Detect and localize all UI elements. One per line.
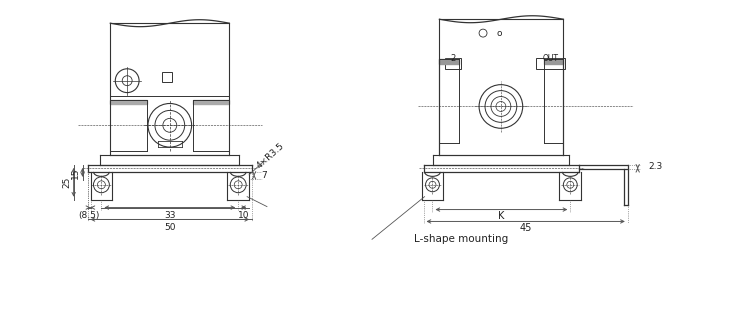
- Text: 25: 25: [62, 176, 71, 188]
- Bar: [536, 58, 566, 69]
- Bar: [544, 59, 563, 64]
- Text: 4×R3.5: 4×R3.5: [255, 142, 286, 171]
- Bar: [110, 100, 147, 105]
- Bar: [440, 59, 459, 64]
- Text: 33: 33: [164, 211, 176, 220]
- Text: 2: 2: [451, 54, 456, 63]
- Text: (8.5): (8.5): [78, 211, 100, 220]
- Text: o: o: [496, 29, 502, 38]
- Text: 2.3: 2.3: [649, 162, 663, 171]
- Bar: [446, 58, 461, 69]
- Text: OUT: OUT: [542, 54, 559, 63]
- Text: L-shape mounting: L-shape mounting: [414, 234, 508, 244]
- Bar: [193, 100, 230, 105]
- Bar: [162, 72, 172, 82]
- Text: K: K: [498, 211, 505, 222]
- Text: 7: 7: [261, 171, 267, 180]
- Text: 50: 50: [164, 223, 176, 232]
- Text: 45: 45: [520, 223, 532, 233]
- Text: 15: 15: [71, 167, 80, 179]
- Text: 10: 10: [238, 211, 250, 220]
